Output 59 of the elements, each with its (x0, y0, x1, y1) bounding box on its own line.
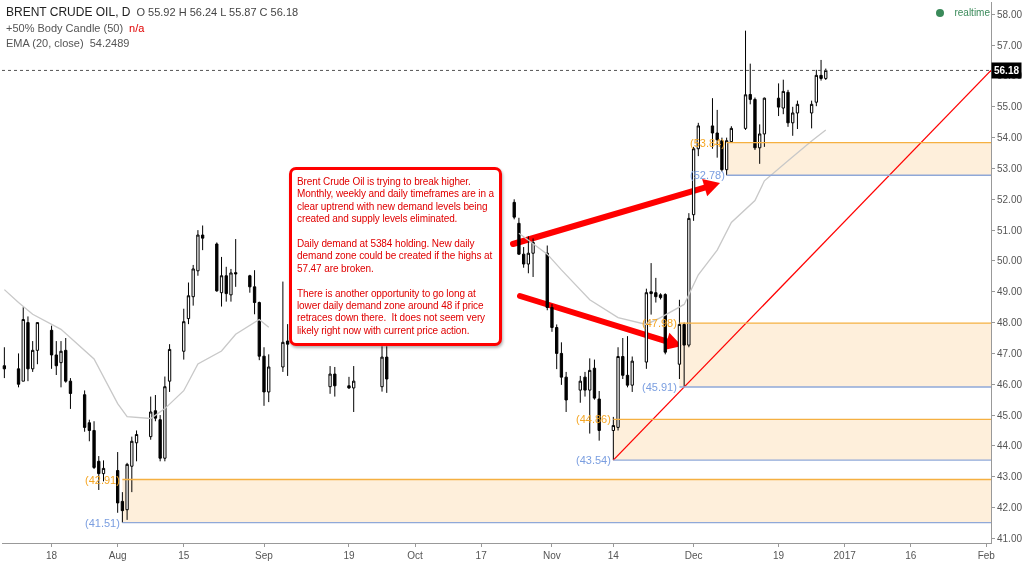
y-tick-label: 44.00 (997, 440, 1023, 452)
y-tick-label: 54.00 (997, 132, 1023, 144)
candlestick (724, 137, 729, 176)
candlestick (149, 396, 153, 441)
candlestick (762, 97, 767, 148)
y-tick-label: 51.00 (997, 224, 1023, 236)
chart-title: BRENT CRUDE OIL, D (6, 5, 131, 19)
y-tick-label: 52.00 (997, 193, 1023, 205)
x-tick-label: Nov (543, 550, 561, 561)
x-tick-label: 18 (46, 550, 58, 561)
annotation: EMA (20, close) (6, 37, 84, 49)
y-tick-label: 50.00 (997, 255, 1023, 267)
candlestick (531, 237, 535, 278)
annotation: 54.2489 (89, 37, 130, 49)
candlestick (167, 343, 172, 393)
candlestick (776, 82, 781, 117)
y-tick-label: 47.00 (997, 347, 1023, 359)
candlestick (281, 281, 285, 373)
y-tick-label: 43.00 (997, 471, 1023, 483)
candlestick (182, 308, 186, 361)
x-tick-label: 17 (475, 550, 488, 561)
candlestick (2, 346, 7, 379)
y-tick-label: 48.00 (997, 317, 1023, 329)
candlestick (526, 235, 531, 274)
candlestick (512, 198, 516, 220)
annotation: (43.54) (576, 454, 611, 466)
x-tick-label: Feb (977, 550, 996, 561)
annotation: (45.91) (642, 381, 677, 393)
x-tick-label: 19 (343, 550, 355, 561)
chart-subtitle: O 55.92 H 56.24 L 55.87 C 56.18 (136, 6, 299, 18)
x-tick-label: Sep (255, 550, 274, 561)
candlestick (625, 335, 630, 388)
annotation: realtime (954, 7, 990, 18)
candlestick (82, 389, 87, 433)
y-tick-label: 45.00 (997, 409, 1023, 421)
x-tick-label: 19 (773, 550, 785, 561)
y-tick-label: 57.00 (997, 39, 1023, 51)
annotation: (41.51) (85, 517, 120, 529)
candlestick (729, 125, 734, 144)
x-tick-label: Oct (407, 550, 424, 561)
annotation: +50% Body Candle (50) (6, 22, 124, 34)
x-tick-label: Dec (684, 550, 703, 561)
candlestick (35, 322, 40, 365)
y-tick-label: 42.00 (997, 502, 1023, 514)
x-tick-label: 15 (178, 550, 190, 561)
y-tick-label: 55.00 (997, 101, 1023, 113)
y-tick-label: 53.00 (997, 162, 1023, 174)
x-tick-label: Aug (108, 550, 127, 561)
text: Brent Crude Oil is trying to break higher. Monthly, weekly and daily timeframes are in a clear uptrend with new demand levels being created and supply levels eliminated. Daily demand at 5384 holding. New daily demand zone could be created if the highs at 57.47 are broken. There is another opportunity to go long at lower daily demand zone around 48 if price retraces down there. It does not seem very likely right now with current price action. (297, 176, 495, 336)
y-tick-label: 49.00 (997, 286, 1023, 298)
candlestick (809, 100, 814, 129)
candlestick (743, 30, 748, 131)
x-tick-label: 16 (905, 550, 917, 561)
x-tick-label: 14 (607, 550, 620, 561)
y-tick-label: 46.00 (997, 378, 1023, 390)
x-tick-label: 2017 (833, 550, 857, 561)
annotation: n/a (129, 22, 145, 34)
y-tick-label: 41.00 (997, 532, 1023, 544)
y-tick-label: 58.00 (997, 8, 1023, 20)
